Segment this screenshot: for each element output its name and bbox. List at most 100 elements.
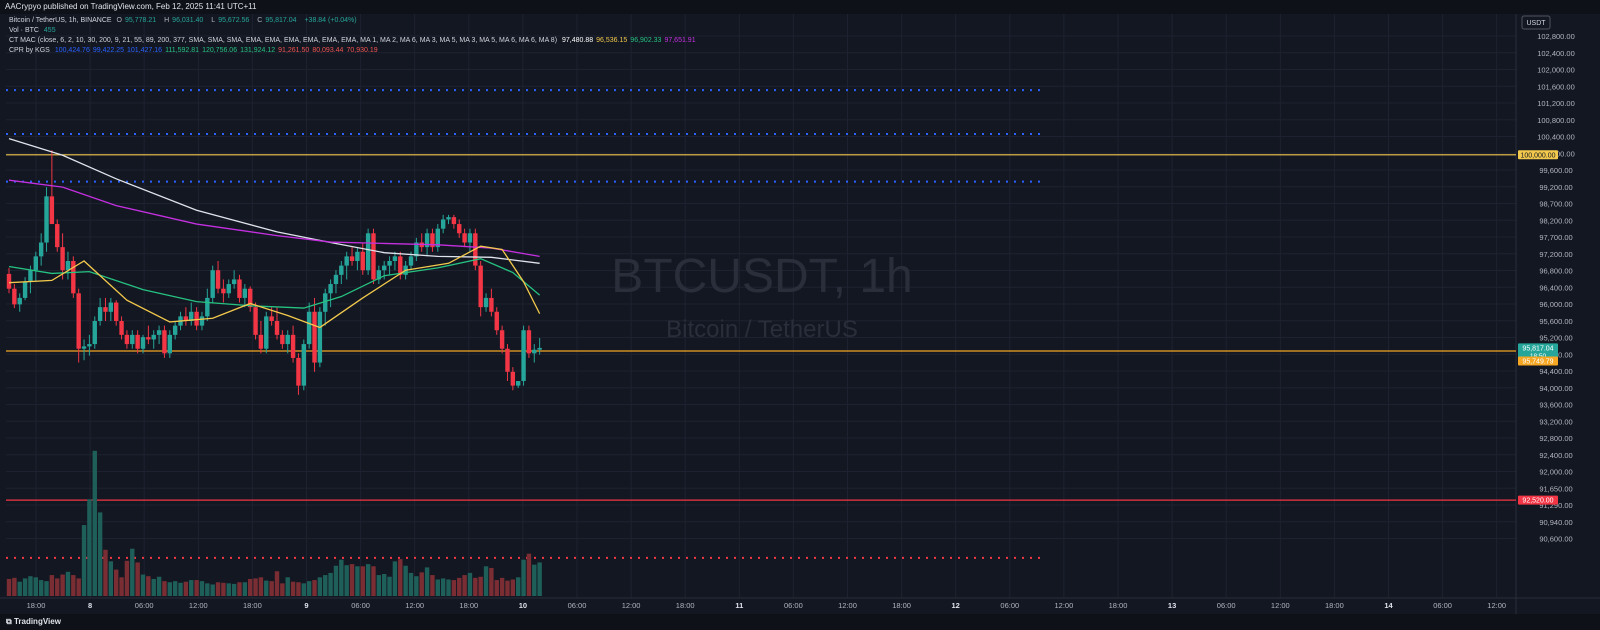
candle-body[interactable] [478,265,483,308]
candle-body[interactable] [71,260,76,294]
candle-body[interactable] [199,316,205,326]
candle-body[interactable] [376,270,382,280]
candle-body[interactable] [194,311,199,326]
candle-body[interactable] [103,307,108,312]
price-chart[interactable]: USDT 102,800.00 102,400.00 102,000.00 101,60… [0,14,1600,614]
candle-body[interactable] [97,307,103,322]
candle-body[interactable] [114,302,119,322]
candle-body[interactable] [526,330,532,354]
candle-body[interactable] [76,293,81,349]
candle-body[interactable] [167,334,172,354]
candle-body[interactable] [231,279,237,285]
candle-body[interactable] [6,273,12,289]
candle-body[interactable] [146,337,151,340]
candle-body[interactable] [435,228,440,248]
candle-body[interactable] [124,334,130,345]
candle-body[interactable] [451,217,457,225]
candle-body[interactable] [87,344,92,347]
candle-body[interactable] [532,349,537,354]
candle-body[interactable] [108,302,114,312]
candle-body[interactable] [221,288,226,294]
candle-body[interactable] [355,251,360,261]
candle-body[interactable] [510,371,516,386]
candle-body[interactable] [215,270,221,289]
candle-body[interactable] [33,256,38,271]
candle-body[interactable] [151,334,156,340]
candle-body[interactable] [333,274,339,285]
candle-body[interactable] [408,256,414,266]
candle-body[interactable] [44,196,49,243]
legend-symbol[interactable]: Bitcoin / TetherUS, 1h, BINANCE [9,17,112,24]
candle-body[interactable] [49,196,55,225]
mac-indicator-label[interactable]: CT MAC (close, 6, 2, 10, 30, 200, 9, 21,… [9,37,558,44]
candle-body[interactable] [424,233,430,248]
candle-body[interactable] [317,311,323,363]
candle-body[interactable] [55,224,60,248]
candle-body[interactable] [387,260,392,266]
volume-label[interactable]: Vol · BTC [9,27,39,34]
candle-body[interactable] [494,311,499,331]
candle-body[interactable] [306,311,312,345]
candle-body[interactable] [537,347,542,350]
candle-body[interactable] [38,242,44,257]
currency-box[interactable] [1521,15,1551,30]
candle-body[interactable] [210,270,215,298]
candle-body[interactable] [274,321,280,335]
candle-body[interactable] [349,256,355,261]
candle-body[interactable] [398,256,403,275]
candle-body[interactable] [365,233,371,271]
candle-body[interactable] [505,348,510,372]
tradingview-logo[interactable]: ⧉ TradingView [6,617,61,626]
candle-body[interactable] [183,316,189,322]
candle-body[interactable] [312,311,317,363]
candle-body[interactable] [467,233,473,243]
candle-body[interactable] [301,344,306,386]
candle-body[interactable] [457,224,462,234]
candle-body[interactable] [205,297,210,317]
candle-body[interactable] [258,334,264,349]
candle-body[interactable] [135,334,140,349]
candle-body[interactable] [339,265,344,275]
candle-body[interactable] [360,251,365,271]
candle-body[interactable] [392,256,398,261]
candle-body[interactable] [440,219,446,229]
candle-body[interactable] [521,330,526,382]
candle-body[interactable] [189,311,194,322]
candle-body[interactable] [462,233,467,243]
candle-body[interactable] [242,288,248,298]
candle-body[interactable] [446,217,451,220]
candle-body[interactable] [269,316,274,322]
candle-body[interactable] [328,284,333,294]
candle-body[interactable] [130,334,135,345]
candle-body[interactable] [296,357,301,386]
candle-body[interactable] [344,256,349,266]
candle-body[interactable] [290,334,296,358]
candle-body[interactable] [499,330,505,349]
candle-body[interactable] [430,233,435,248]
candle-body[interactable] [119,321,124,335]
candle-body[interactable] [92,321,97,345]
candle-body[interactable] [172,325,178,335]
candle-body[interactable] [414,242,419,257]
candle-body[interactable] [12,288,17,305]
candle-body[interactable] [264,316,269,349]
candle-body[interactable] [22,281,28,298]
candle-body[interactable] [285,334,290,345]
candle-body[interactable] [226,284,231,294]
candle-body[interactable] [253,307,258,335]
candle-body[interactable] [323,293,328,312]
candle-body[interactable] [60,247,65,271]
candle-body[interactable] [17,297,22,305]
cpr-indicator-label[interactable]: CPR by KGS [9,47,50,54]
candle-body[interactable] [156,330,162,335]
candle-body[interactable] [248,288,253,308]
candle-body[interactable] [516,381,521,386]
candle-body[interactable] [28,270,33,282]
candle-body[interactable] [371,233,376,280]
candle-body[interactable] [140,337,146,349]
candle-body[interactable] [65,260,71,271]
candle-body[interactable] [483,297,489,308]
candle-body[interactable] [382,265,387,271]
candle-body[interactable] [237,279,242,298]
candle-body[interactable] [162,330,167,354]
